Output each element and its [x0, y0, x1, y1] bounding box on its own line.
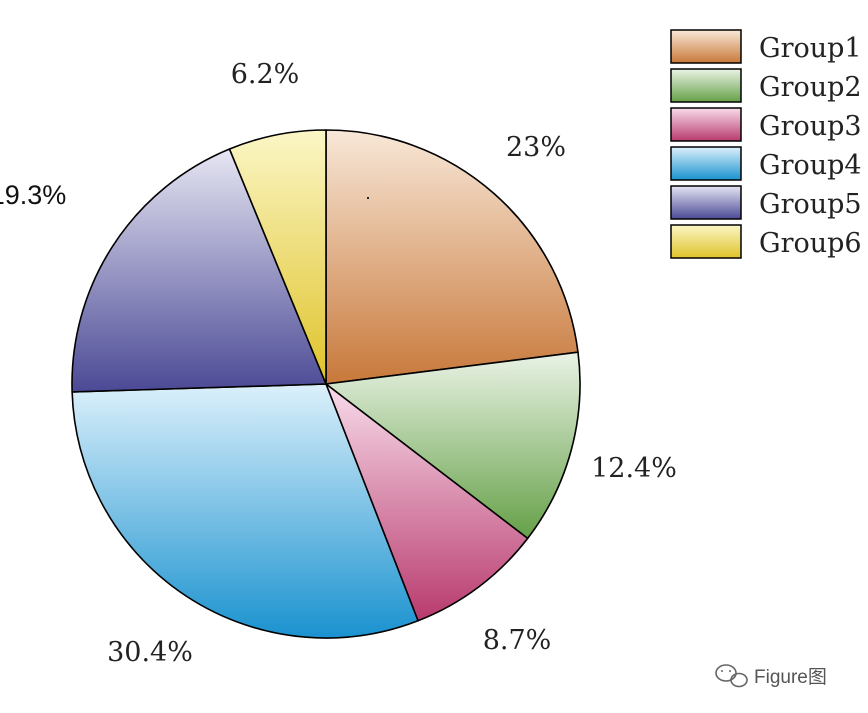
pie-slice-group1	[325, 129, 579, 385]
legend-swatch-group1	[670, 29, 742, 64]
pie-slices	[71, 129, 581, 639]
legend-label-group6: Group6	[759, 228, 862, 259]
pie-slice-group6	[228, 129, 327, 385]
center-dot-artifact	[367, 197, 369, 199]
legend-label-group2: Group2	[759, 72, 862, 103]
percent-label-group2: 12.4%	[591, 453, 677, 484]
percent-label-group5: 19.3%	[0, 180, 66, 210]
watermark-text: Figure图	[754, 667, 827, 688]
legend-swatch-group3	[670, 107, 742, 142]
percent-label-group4: 30.4%	[107, 637, 193, 668]
pie-slice-group2	[325, 351, 581, 540]
watermark: Figure图	[715, 664, 827, 688]
legend-swatch-group4	[670, 146, 742, 181]
legend-label-group5: Group5	[759, 189, 862, 220]
legend-swatch-group2	[670, 68, 742, 103]
percent-labels: 23% 12.4% 8.7% 30.4% 19.3% 6.2%	[0, 59, 677, 668]
wechat-icon	[715, 664, 748, 688]
legend-label-group3: Group3	[759, 111, 862, 142]
legend-label-group1: Group1	[759, 33, 862, 64]
legend-swatch-group6	[670, 224, 742, 259]
pie-slice-group3	[325, 383, 529, 622]
pie-slice-group4	[71, 383, 419, 639]
percent-label-group6: 6.2%	[231, 59, 300, 90]
legend-label-group4: Group4	[759, 150, 862, 181]
legend-swatch-group5	[670, 185, 742, 220]
percent-label-group3: 8.7%	[483, 625, 552, 656]
percent-label-group1: 23%	[506, 132, 566, 163]
pie-slice-group5	[71, 148, 327, 393]
legend: Group1 Group2 Group3 Group4 Group5 Group6	[670, 29, 862, 259]
